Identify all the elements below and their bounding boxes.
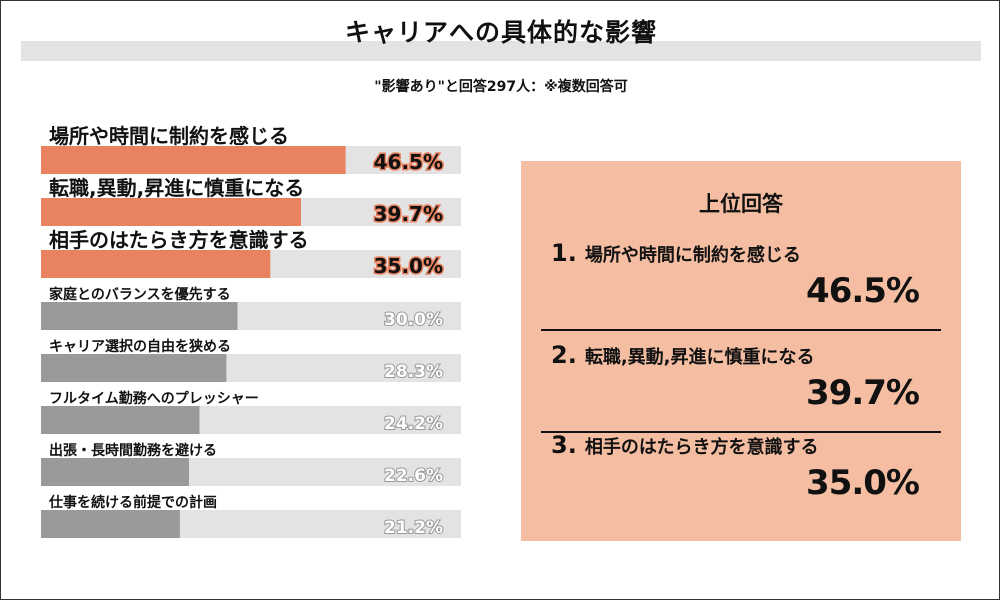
- top-answer-1: 1. 場所や時間に制約を感じる 46.5%: [541, 239, 941, 331]
- title-band: [21, 41, 981, 61]
- rank-number: 2.: [551, 341, 577, 369]
- data-label: 21.2%: [384, 518, 443, 538]
- category-label: フルタイム勤務へのプレッシャー: [49, 390, 259, 407]
- data-label: 35.0%: [374, 254, 443, 278]
- data-label: 28.3%: [384, 362, 443, 382]
- data-label: 30.0%: [384, 310, 443, 330]
- category-label: キャリア選択の自由を狭める: [49, 338, 231, 355]
- category-label: 相手のはたらき方を意識する: [49, 228, 309, 252]
- data-label: 46.5%: [374, 150, 443, 174]
- divider: [541, 329, 941, 331]
- bar: [41, 510, 180, 538]
- rank-value: 39.7%: [806, 373, 920, 413]
- chart-title: キャリアへの具体的な影響: [344, 18, 657, 47]
- bar: [41, 198, 301, 226]
- top-answer-2: 2. 転職,異動,昇進に慎重になる 39.7%: [541, 341, 941, 433]
- category-label: 仕事を続ける前提での計画: [48, 494, 217, 511]
- category-label: 家庭とのバランスを優先する: [49, 286, 231, 303]
- data-label: 22.6%: [384, 466, 443, 486]
- top-answers-heading: 上位回答: [699, 192, 783, 216]
- divider: [541, 431, 941, 433]
- rank-label: 転職,異動,昇進に慎重になる: [584, 347, 815, 368]
- rank-label: 相手のはたらき方を意識する: [584, 437, 819, 458]
- data-label: 39.7%: [374, 202, 443, 226]
- category-label: 転職,異動,昇進に慎重になる: [49, 176, 304, 200]
- rank-value: 35.0%: [806, 463, 920, 503]
- chart-subtitle: "影響あり"と回答297人：※複数回答可: [374, 79, 628, 95]
- rank-label: 場所や時間に制約を感じる: [584, 245, 801, 266]
- bar: [41, 406, 200, 434]
- bar: [41, 302, 238, 330]
- top-answers-panel: 上位回答 1. 場所や時間に制約を感じる 46.5% 2. 転職,異動,昇進に慎重に…: [521, 161, 961, 541]
- top-answer-3: 3. 相手のはたらき方を意識する 35.0%: [541, 431, 941, 523]
- rank-number: 3.: [551, 431, 577, 459]
- rank-number: 1.: [551, 239, 577, 267]
- data-label: 24.2%: [384, 414, 443, 434]
- bar: [41, 146, 346, 174]
- category-label: 出張・長時間勤務を避ける: [49, 442, 217, 459]
- bar: [41, 250, 271, 278]
- bar: [41, 354, 227, 382]
- bar: [41, 458, 189, 486]
- rank-value: 46.5%: [806, 271, 920, 311]
- category-label: 場所や時間に制約を感じる: [49, 124, 289, 148]
